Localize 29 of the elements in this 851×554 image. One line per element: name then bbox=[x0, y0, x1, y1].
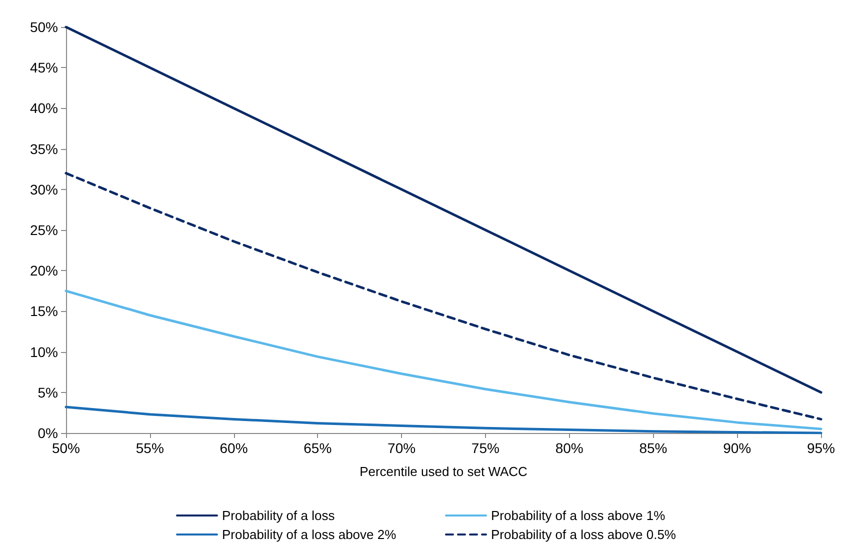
y-tick-label: 15% bbox=[30, 303, 58, 320]
y-tick-label: 0% bbox=[38, 425, 58, 441]
y-tick-label: 5% bbox=[38, 384, 58, 400]
y-tick-label: 20% bbox=[30, 262, 58, 279]
legend-label: Probability of a loss bbox=[222, 508, 336, 523]
line-series bbox=[64, 290, 822, 430]
legend-label: Probability of a loss above 0.5% bbox=[491, 527, 676, 542]
line-series bbox=[64, 172, 822, 420]
x-axis-title: Percentile used to set WACC bbox=[360, 464, 528, 479]
line-series bbox=[64, 26, 822, 394]
x-tick-label: 90% bbox=[723, 440, 752, 456]
x-tick-label: 50% bbox=[52, 440, 80, 456]
x-tick-label: 70% bbox=[388, 440, 416, 456]
legend-label: Probability of a loss above 2% bbox=[222, 527, 397, 542]
x-tick-label: 80% bbox=[555, 440, 584, 456]
y-tick-label: 40% bbox=[30, 100, 58, 116]
y-tick-label: 45% bbox=[30, 60, 58, 76]
y-tick-label: 35% bbox=[30, 140, 58, 157]
x-tick-label: 65% bbox=[304, 440, 332, 456]
y-tick-label: 30% bbox=[30, 181, 58, 198]
legend-label: Probability of a loss above 1% bbox=[491, 508, 666, 523]
y-tick-label: 25% bbox=[30, 222, 58, 238]
x-tick-label: 95% bbox=[806, 440, 836, 456]
x-tick-label: 85% bbox=[639, 440, 668, 456]
x-tick-label: 75% bbox=[471, 440, 500, 456]
x-tick-label: 55% bbox=[136, 440, 164, 456]
y-tick-label: 10% bbox=[30, 344, 58, 360]
y-tick-label: 50% bbox=[30, 19, 58, 35]
x-tick-label: 60% bbox=[220, 440, 248, 456]
